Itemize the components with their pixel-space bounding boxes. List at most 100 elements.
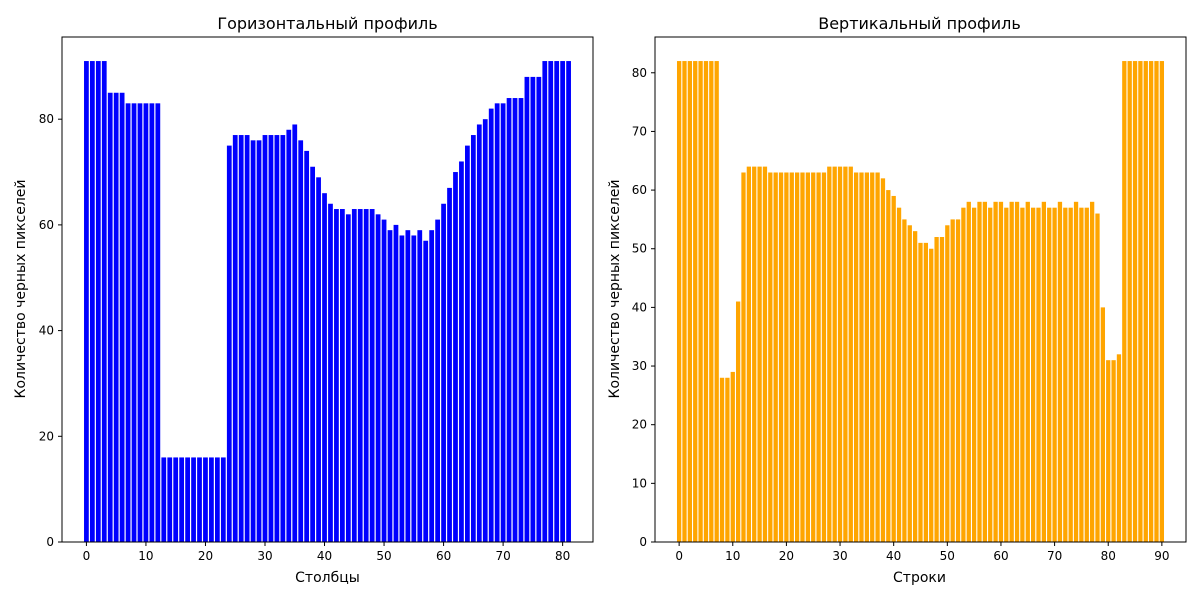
x-tick-label: 60: [436, 549, 451, 563]
bar: [292, 124, 298, 542]
bar: [89, 61, 95, 543]
bar: [1127, 61, 1132, 543]
x-tick-label: 0: [83, 549, 91, 563]
bar: [554, 61, 560, 543]
y-axis-label: Количество черных пикселей: [13, 180, 29, 399]
bar: [853, 172, 859, 543]
bar: [357, 209, 363, 542]
bar: [220, 457, 226, 542]
bar: [209, 457, 214, 542]
bar: [393, 224, 399, 542]
bar: [185, 457, 190, 542]
plot-frame: [654, 36, 1187, 543]
x-axis-label: Строки: [893, 570, 946, 586]
bar: [381, 219, 387, 542]
bar: [113, 92, 119, 542]
bar: [837, 166, 843, 542]
bar: [848, 166, 853, 542]
x-tick-label: 10: [138, 549, 153, 563]
bar: [725, 377, 730, 542]
bar: [1159, 61, 1165, 543]
chart-title: Вертикальный профиль: [818, 14, 1021, 33]
bar: [1122, 61, 1127, 543]
bar: [280, 135, 286, 543]
bar: [340, 209, 345, 542]
bar: [902, 219, 907, 542]
bar: [548, 61, 554, 543]
bar: [345, 214, 351, 542]
bar: [465, 145, 470, 543]
axis-ticks: 0 10 20 30 40 50 60 70 80 90 0 10 20 30 40 50 60 70 80: [632, 66, 1170, 563]
bar: [762, 166, 768, 542]
bar: [250, 140, 256, 542]
bar: [1073, 201, 1079, 542]
bar: [864, 172, 870, 543]
bar: [907, 225, 912, 542]
bar: [1004, 207, 1009, 542]
bar: [399, 235, 405, 542]
bar: [155, 103, 161, 542]
bar: [934, 237, 939, 542]
bar: [429, 230, 435, 543]
bar: [1020, 207, 1025, 542]
bar: [125, 103, 131, 542]
bar: [375, 214, 381, 542]
bar: [167, 457, 173, 542]
bar: [709, 61, 714, 543]
bar: [95, 61, 101, 543]
bar: [179, 457, 185, 542]
bar: [203, 457, 208, 542]
bar: [880, 178, 886, 542]
bar: [500, 103, 506, 542]
bar: [518, 98, 524, 542]
bar: [560, 61, 566, 543]
horizontal-profile-chart: Горизонтальный профиль Столбцы Количеств…: [13, 14, 594, 586]
bar: [687, 61, 693, 543]
bar: [1009, 201, 1014, 542]
bar: [811, 172, 816, 543]
vertical-profile-chart: Вертикальный профиль Строки Количество ч…: [607, 14, 1187, 586]
bar: [1095, 213, 1100, 543]
bar: [149, 103, 155, 542]
bar: [971, 207, 977, 542]
bar: [524, 76, 530, 543]
bar: [256, 140, 262, 542]
bar: [698, 61, 703, 543]
bar: [476, 124, 482, 542]
bar: [369, 209, 375, 542]
bar: [232, 135, 238, 543]
bar: [298, 140, 304, 542]
x-tick-label: 70: [1047, 549, 1062, 563]
y-tick-label: 80: [632, 66, 647, 80]
bar: [1025, 201, 1030, 542]
axis-ticks: 0 10 20 30 40 50 60 70 80 0 20 40 60 80: [39, 112, 571, 563]
bar: [417, 230, 423, 543]
x-axis-label: Столбцы: [295, 570, 360, 586]
bar: [1111, 360, 1116, 542]
bar: [1148, 61, 1154, 543]
bar: [494, 103, 500, 542]
bar: [714, 61, 719, 543]
bar: [143, 103, 149, 542]
bar: [328, 203, 333, 542]
bar: [955, 219, 961, 542]
bar: [1047, 207, 1052, 542]
bar: [886, 190, 891, 542]
bar: [730, 371, 735, 542]
bar: [131, 103, 137, 542]
bar: [304, 150, 310, 542]
bar: [982, 201, 988, 542]
bar: [363, 209, 369, 542]
bar: [1100, 307, 1106, 542]
bar: [482, 119, 488, 543]
bar: [912, 231, 918, 542]
bar: [832, 166, 837, 542]
bar: [274, 135, 280, 543]
x-tick-label: 50: [376, 549, 391, 563]
bar: [778, 172, 784, 543]
bar: [423, 240, 429, 543]
bar: [789, 172, 794, 543]
x-tick-label: 80: [555, 549, 570, 563]
y-tick-label: 20: [39, 429, 54, 443]
